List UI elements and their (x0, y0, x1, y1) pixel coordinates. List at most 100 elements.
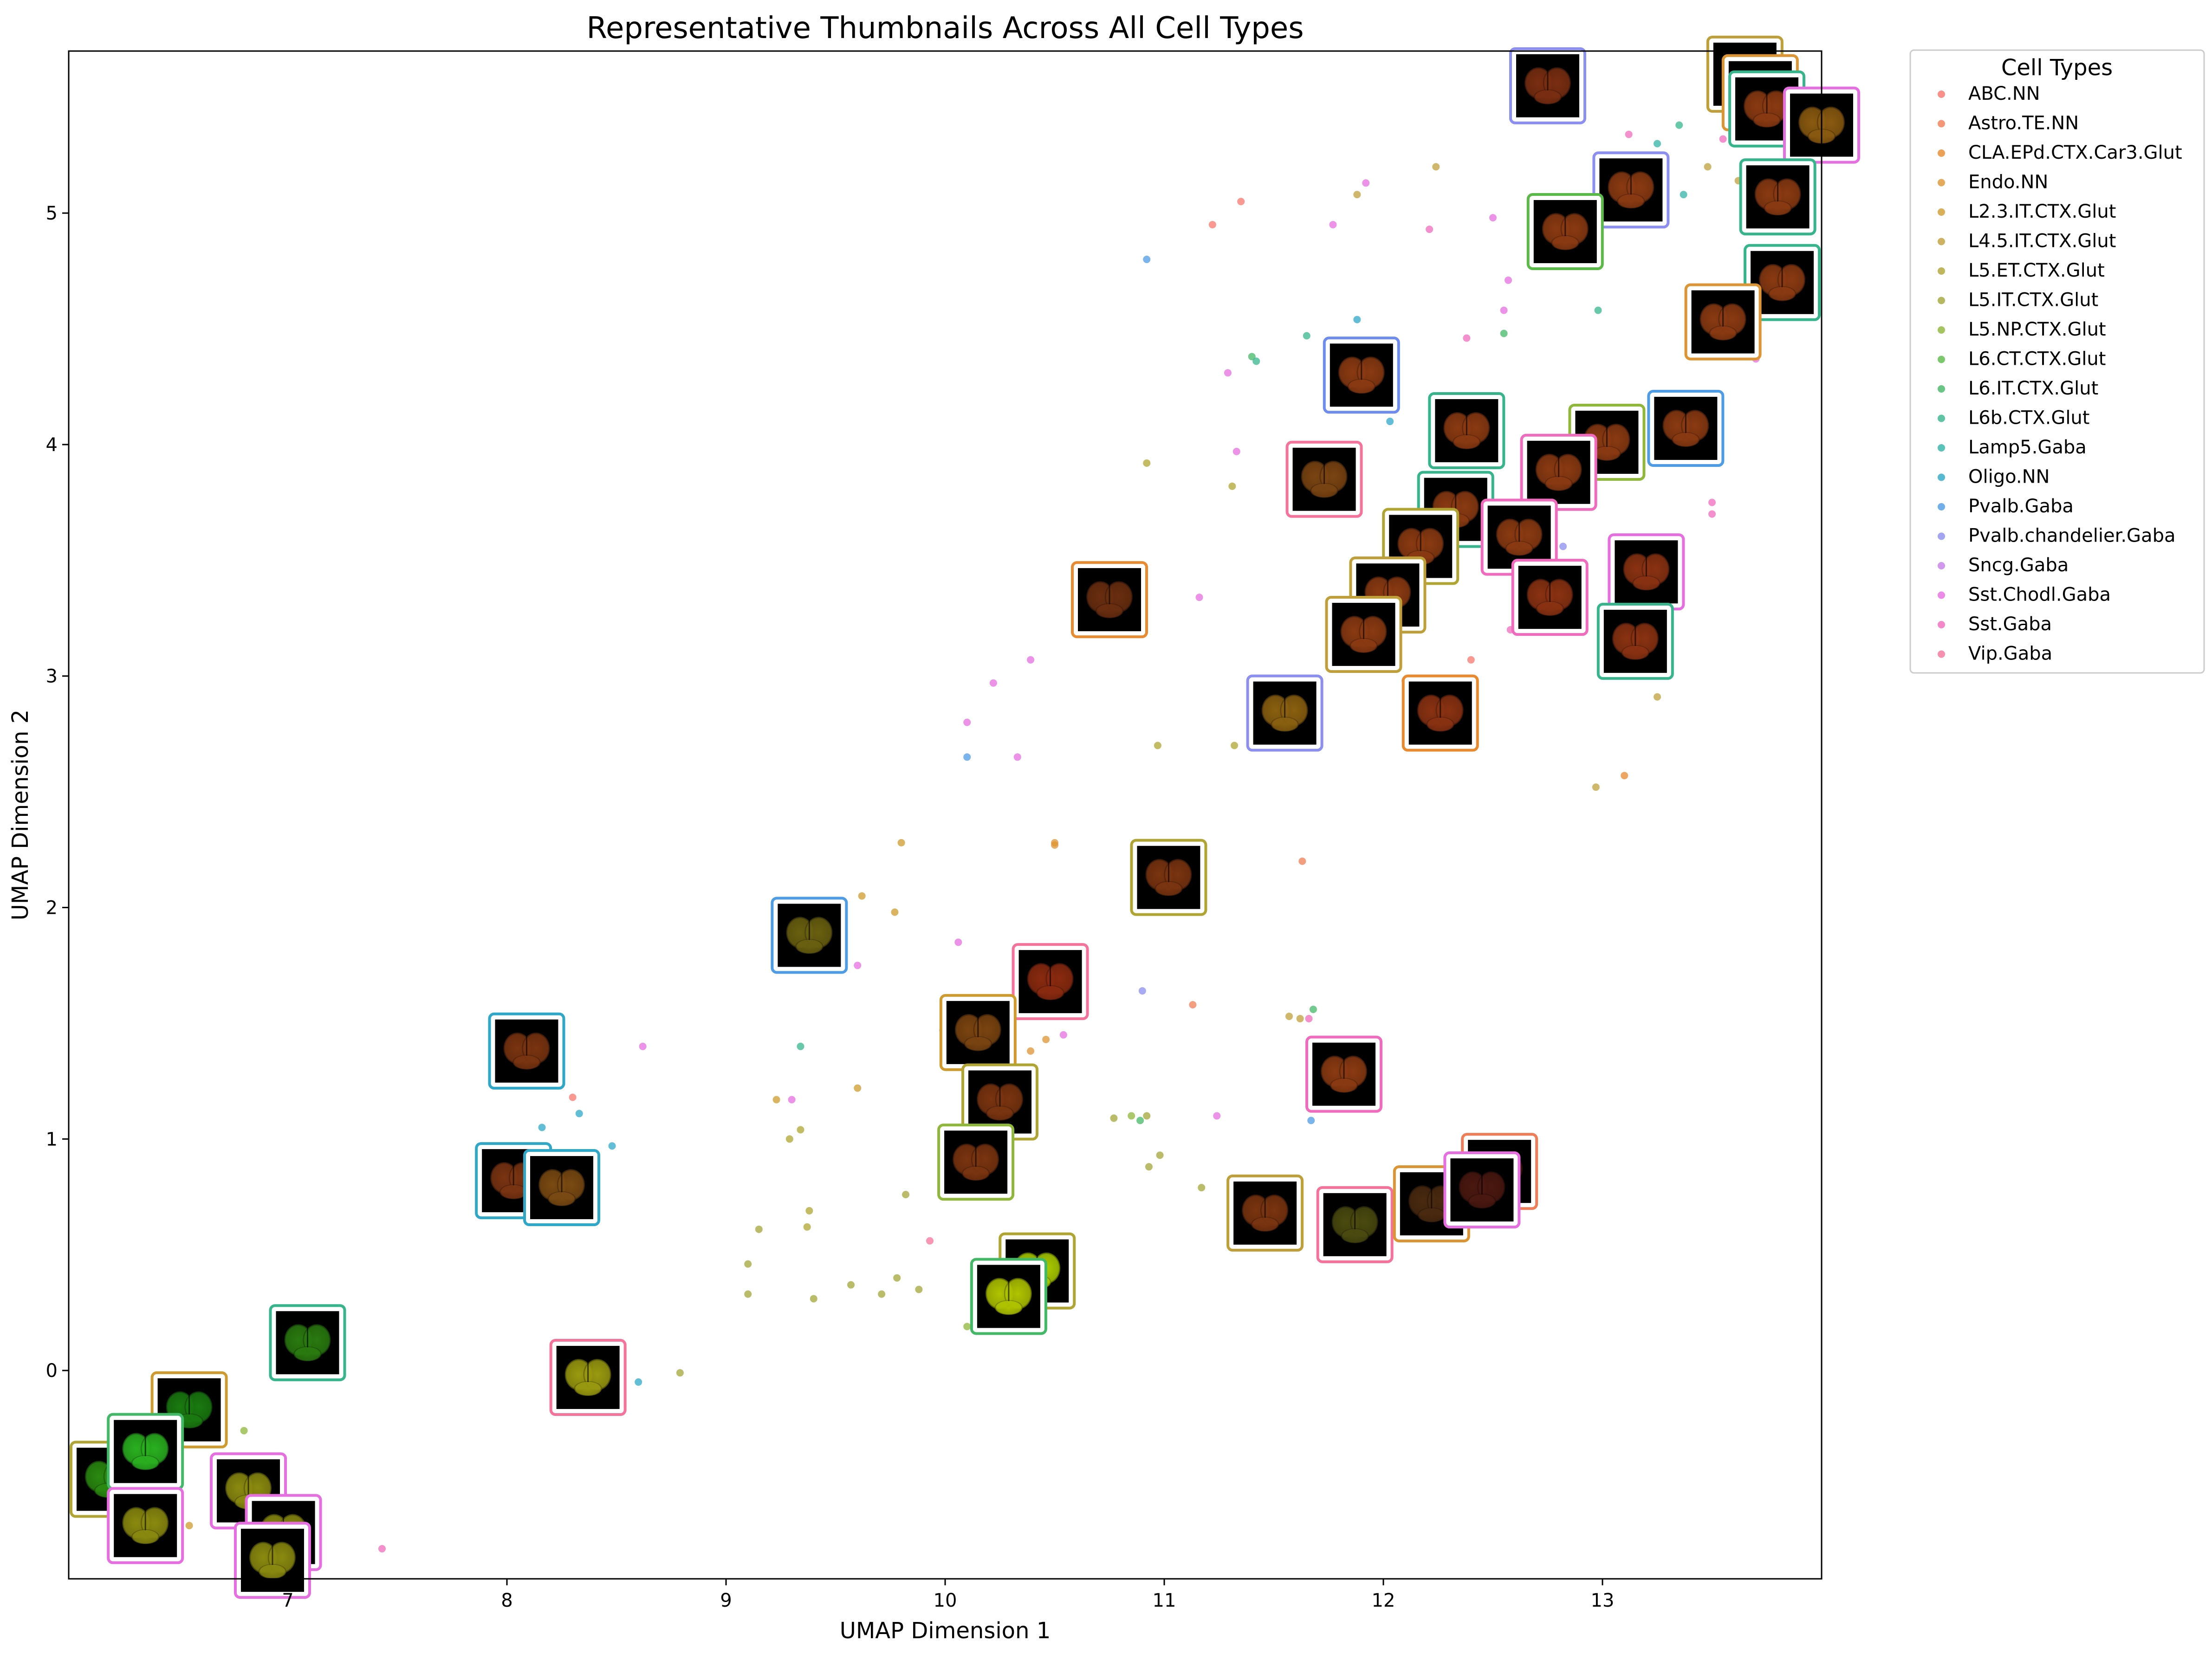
legend-label: Astro.TE.NN (1968, 113, 2079, 134)
scatter-point (1654, 693, 1661, 701)
thumbnail (1592, 151, 1670, 229)
scatter-point (1138, 987, 1146, 995)
scatter-point (1463, 334, 1471, 342)
series-ABC.NN (569, 198, 1481, 1150)
scatter-point (1386, 418, 1394, 426)
scatter-point (1143, 1112, 1151, 1120)
y-tick-label: 5 (46, 203, 58, 224)
legend-frame (1909, 49, 2205, 674)
legend-marker (1938, 267, 1945, 275)
scatter-point (538, 1124, 546, 1131)
thumbnail (1325, 595, 1402, 673)
series-Oligo.NN (538, 316, 1394, 1386)
legend-label: L6b.CTX.Glut (1968, 407, 2089, 429)
scatter-point (1303, 332, 1310, 340)
scatter-point (1156, 1151, 1164, 1159)
legend-label: L6.IT.CTX.Glut (1968, 378, 2098, 399)
scatter-point (797, 1042, 804, 1050)
legend-label: Sst.Gaba (1968, 614, 2052, 635)
legend-marker (1938, 444, 1945, 452)
legend-label: L2.3.IT.CTX.Glut (1968, 201, 2116, 222)
scatter-point (1248, 353, 1256, 361)
scatter-point (954, 938, 962, 946)
scatter-point (854, 962, 862, 969)
scatter-point (1228, 482, 1236, 490)
thumbnail (1012, 943, 1089, 1021)
scatter-point (1154, 742, 1161, 749)
legend-marker (1938, 120, 1945, 128)
scatter-point (676, 1369, 684, 1377)
thumbnail (1480, 498, 1558, 576)
thumbnail (523, 1149, 600, 1227)
scatter-point (1128, 1112, 1135, 1120)
y-tick-label: 2 (46, 898, 58, 919)
scatter-point (1143, 255, 1151, 263)
scatter-point (805, 1207, 813, 1215)
thumbnail (1305, 1035, 1383, 1113)
y-tick-label: 0 (46, 1360, 58, 1382)
thumbnail (771, 897, 848, 974)
scatter-point (893, 1274, 901, 1282)
legend-marker (1938, 179, 1945, 187)
y-tick-label: 1 (46, 1129, 58, 1150)
scatter-point (1232, 447, 1240, 455)
series-L6.IT.CTX.Glut (1136, 330, 1508, 1124)
legend-marker (1938, 621, 1945, 628)
thumbnail (1596, 602, 1674, 680)
scatter-point (1042, 1035, 1050, 1043)
thumbnail (939, 994, 1017, 1071)
thumbnail (1526, 193, 1604, 271)
legend-title: Cell Types (2001, 55, 2113, 81)
legend-label: L4.5.IT.CTX.Glut (1968, 231, 2116, 252)
chart-title: Representative Thumbnails Across All Cel… (586, 11, 1304, 45)
thumbnail (1071, 561, 1148, 639)
series-Pvalb.chandelier.Gaba (1138, 543, 1567, 995)
scatter-point (185, 1522, 193, 1530)
scatter-point (1621, 772, 1628, 780)
thumbnail (1647, 390, 1725, 467)
legend-label: Sst.Chodl.Gaba (1968, 584, 2111, 606)
thumbnail (234, 1522, 311, 1599)
scatter-point (1298, 857, 1306, 865)
scatter-point (926, 1237, 934, 1245)
scatter-point (989, 679, 997, 687)
scatter-point (1719, 135, 1727, 143)
scatter-point (897, 839, 905, 846)
thumbnail (107, 1487, 184, 1564)
scatter-point (1309, 1005, 1317, 1013)
scatter-point (1224, 369, 1232, 377)
scatter-point (1704, 163, 1712, 171)
thumbnail (1739, 158, 1816, 236)
series-L5.IT.CTX.Glut (676, 1112, 1206, 1377)
series-L6b.CTX.Glut (797, 121, 1683, 1050)
scatter-point (1285, 1012, 1293, 1020)
scatter-point (755, 1225, 763, 1233)
legend-marker (1938, 385, 1945, 393)
scatter-point (1708, 510, 1716, 518)
thumbnail (1316, 1186, 1394, 1263)
series-Lamp5.Gaba (1654, 140, 1687, 199)
legend-marker (1938, 297, 1945, 304)
scatter-point (1213, 1112, 1221, 1120)
scatter-point (744, 1290, 752, 1298)
scatter-point (1708, 498, 1716, 506)
legend-marker (1938, 326, 1945, 334)
legend-label: Pvalb.chandelier.Gaba (1968, 525, 2175, 547)
legend-marker (1938, 532, 1945, 540)
scatter-point (608, 1142, 616, 1150)
y-tick-label: 4 (46, 434, 58, 456)
scatter-point (1051, 841, 1058, 849)
scatter-point (1189, 1001, 1197, 1009)
legend-label: Pvalb.Gaba (1968, 496, 2074, 517)
scatter-point (915, 1286, 923, 1293)
scatter-point (963, 753, 971, 761)
thumbnails-layer (69, 35, 1860, 1599)
thumbnail (1285, 440, 1363, 518)
scatter-point (1592, 783, 1600, 791)
legend-label: L5.ET.CTX.Glut (1968, 260, 2105, 281)
scatter-point (788, 1096, 796, 1104)
legend-marker (1938, 591, 1945, 599)
